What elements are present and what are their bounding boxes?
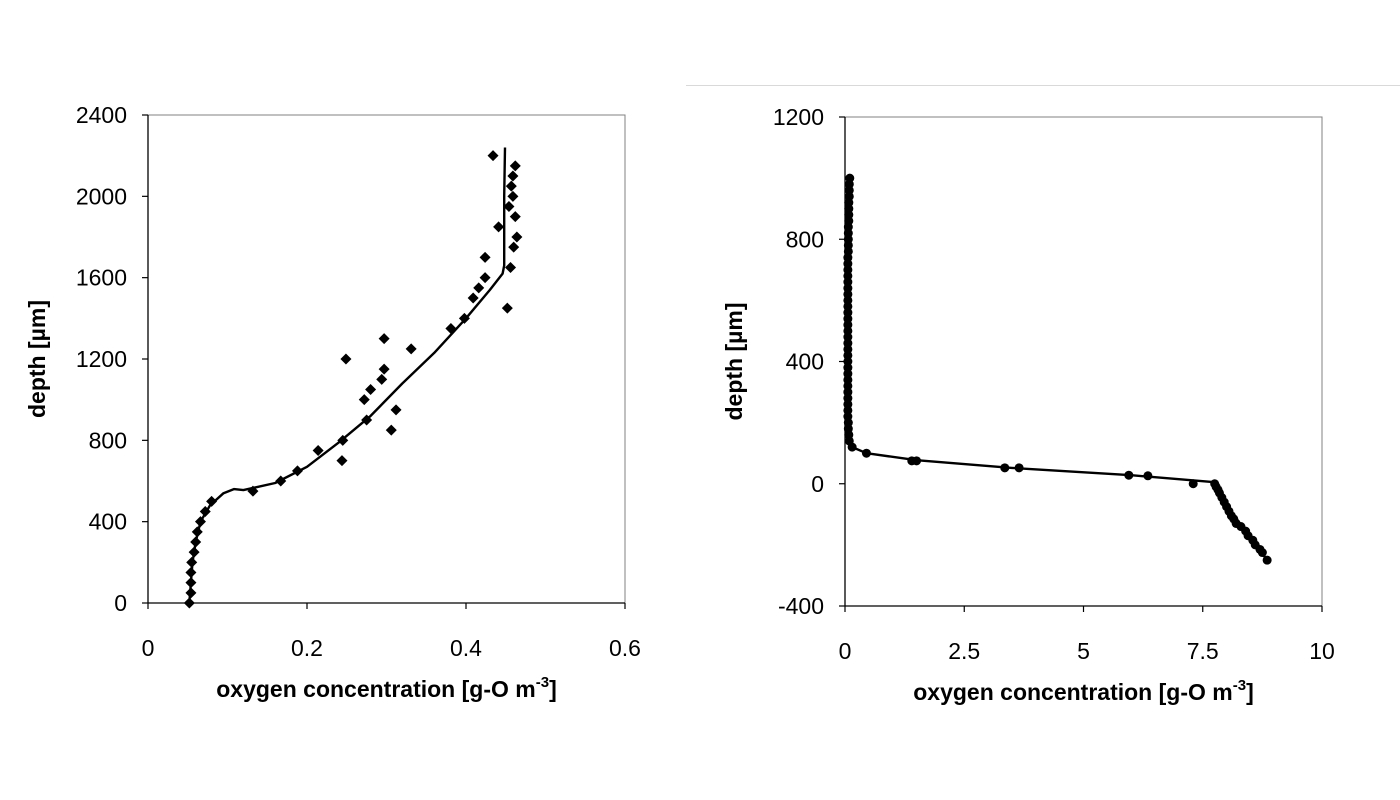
data-point-marker [1000, 463, 1010, 473]
data-point-marker [405, 343, 417, 355]
data-point-marker [458, 312, 470, 324]
data-point-marker [186, 556, 198, 568]
right-chart: -400 0 400 800 1200 0 2.5 5 7.5 10 oxygen concentr… [721, 104, 1335, 705]
data-point-marker [378, 363, 390, 375]
data-point-marker [1124, 470, 1134, 480]
data-point-marker [340, 353, 352, 365]
data-point-marker [445, 323, 457, 334]
data-point-marker [199, 506, 211, 517]
y-tick-label: 0 [114, 590, 127, 616]
x-tick-label: 7.5 [1187, 638, 1219, 664]
y-tick-label: 0 [811, 471, 824, 497]
data-point-marker [493, 221, 505, 233]
data-point-marker [291, 465, 303, 477]
data-point-marker [188, 546, 200, 558]
data-point-marker [467, 292, 479, 304]
y-tick-label: 800 [89, 427, 127, 453]
data-point-marker [847, 442, 857, 452]
x-tick-label: 0.6 [609, 635, 641, 661]
data-point-marker [501, 302, 513, 314]
data-point-marker [312, 445, 324, 456]
data-point-marker [505, 180, 517, 192]
data-point-marker [385, 424, 397, 436]
y-tick-label: 1200 [773, 104, 824, 130]
data-point-marker [912, 456, 922, 466]
data-point-marker [336, 455, 348, 467]
data-point-marker [1188, 479, 1198, 489]
data-point-marker [509, 211, 521, 223]
y-tick-label: 400 [89, 509, 127, 535]
data-point-marker [390, 404, 402, 416]
data-point-marker [479, 272, 491, 284]
data-point-marker [185, 567, 197, 578]
data-point-marker [185, 577, 197, 589]
x-tick-label: 5 [1077, 638, 1090, 664]
left-chart: 0 400 800 1200 1600 2000 2400 0 0.2 0.4 0.6 oxygen … [24, 102, 641, 702]
y-axis-title: depth [µm] [24, 300, 50, 418]
data-point-marker [275, 475, 287, 487]
x-tick-label: 2.5 [948, 638, 980, 664]
data-point-marker [376, 373, 388, 385]
data-point-marker [206, 495, 218, 507]
data-point-marker [505, 262, 517, 273]
data-point-marker [1262, 555, 1272, 565]
data-point-marker [378, 333, 390, 345]
x-tick-label: 0.4 [450, 635, 482, 661]
data-point-marker [503, 201, 515, 212]
y-tick-label: 800 [786, 226, 824, 252]
data-point-marker [361, 414, 373, 426]
y-tick-label: 2400 [76, 102, 127, 128]
data-point-marker [194, 516, 206, 528]
data-point-marker [508, 241, 520, 253]
y-tick-label: 2000 [76, 183, 127, 209]
y-tick-label: 1600 [76, 265, 127, 291]
data-point-marker [509, 160, 521, 172]
top-divider-line [686, 85, 1400, 86]
plot-area-frame [147, 114, 626, 604]
data-point-marker [190, 536, 202, 548]
data-point-marker [358, 394, 370, 406]
data-point-marker [1014, 463, 1024, 473]
model-curve-line [846, 178, 1269, 561]
x-tick-label: 0 [839, 638, 852, 664]
y-axis-title: depth [µm] [721, 302, 747, 420]
y-tick-label: -400 [778, 593, 824, 619]
data-point-marker [337, 434, 349, 446]
data-point-marker [511, 231, 523, 243]
y-tick-label: 1200 [76, 346, 127, 372]
x-axis-title: oxygen concentration [g-O m-3] [216, 674, 557, 702]
y-tick-label: 400 [786, 349, 824, 375]
data-point-marker [507, 170, 519, 182]
x-axis-title: oxygen concentration [g-O m-3] [913, 677, 1254, 705]
model-curve-line [188, 147, 507, 604]
data-point-marker [861, 448, 871, 458]
data-point-marker [1257, 548, 1267, 558]
data-point-marker [473, 282, 485, 294]
data-point-marker [247, 485, 259, 497]
x-tick-label: 10 [1309, 638, 1335, 664]
data-point-marker [1143, 471, 1153, 481]
x-tick-label: 0.2 [291, 635, 323, 661]
data-point-marker [507, 190, 519, 202]
data-point-marker [191, 526, 203, 538]
data-point-marker [365, 384, 377, 395]
x-tick-label: 0 [142, 635, 155, 661]
data-point-marker [185, 587, 197, 599]
data-point-marker [183, 597, 195, 609]
data-point-marker [479, 251, 491, 263]
data-point-marker [487, 150, 499, 162]
